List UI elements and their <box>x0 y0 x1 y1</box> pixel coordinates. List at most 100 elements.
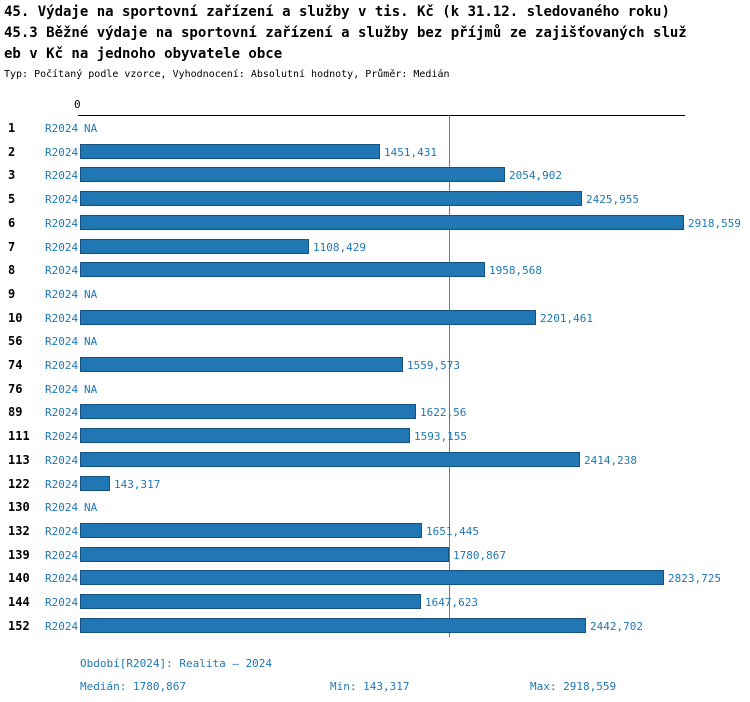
row-category-label: 130 <box>8 500 30 515</box>
chart-row: 122 R2024 143,317 <box>0 472 750 496</box>
bar-value-label: 1780,867 <box>453 548 506 562</box>
chart-row: 140 R2024 2823,725 <box>0 566 750 590</box>
row-series-label: R2024 <box>45 382 79 396</box>
row-series-label: R2024 <box>45 477 79 491</box>
bar-value-label: 2823,725 <box>668 572 721 586</box>
chart-row: 1 R2024 NA <box>0 116 750 140</box>
row-series-label: R2024 <box>45 524 79 538</box>
chart-row: 139 R2024 1780,867 <box>0 543 750 567</box>
x-axis-zero-tick: 0 <box>74 98 81 111</box>
footer-median-label: Medián: 1780,867 <box>80 680 186 693</box>
chart-row: 10 R2024 2201,461 <box>0 306 750 330</box>
bar-value-label: 1593,155 <box>414 430 467 444</box>
row-category-label: 76 <box>8 381 23 396</box>
bar <box>80 309 536 325</box>
bar <box>80 238 309 254</box>
chart-meta-line: Typ: Počítaný podle vzorce, Vyhodnocení:… <box>4 69 450 80</box>
row-category-label: 111 <box>8 429 30 444</box>
bar <box>80 404 416 420</box>
bar-value-label: 2425,955 <box>586 193 639 207</box>
row-na-label: NA <box>84 122 98 135</box>
bar <box>80 617 586 633</box>
bar-value-label: 143,317 <box>114 477 161 491</box>
bar <box>80 167 505 183</box>
row-series-label: R2024 <box>45 145 79 159</box>
bar-value-label: 2918,559 <box>688 216 741 230</box>
row-series-label: R2024 <box>45 453 79 467</box>
bar-value-label: 1108,429 <box>313 240 366 254</box>
row-category-label: 10 <box>8 310 23 325</box>
bar-value-label: 1451,431 <box>384 145 437 159</box>
row-category-label: 144 <box>8 595 30 609</box>
chart-row: 2 R2024 1451,431 <box>0 140 750 164</box>
row-series-label: R2024 <box>45 406 79 420</box>
row-series-label: R2024 <box>45 359 79 372</box>
bar <box>80 451 580 467</box>
row-series-label: R2024 <box>45 122 79 135</box>
chart-title-line3: eb v Kč na jednoho obyvatele obce <box>4 46 283 62</box>
median-reference-line <box>448 115 450 637</box>
row-category-label: 122 <box>8 476 30 491</box>
bar <box>80 191 582 207</box>
chart-row: 56 R2024 NA <box>0 329 750 353</box>
row-series-label: R2024 <box>45 501 79 515</box>
bar-value-label: 1958,568 <box>489 264 542 278</box>
bar <box>80 475 110 491</box>
row-na-label: NA <box>84 382 98 396</box>
row-category-label: 56 <box>8 334 23 349</box>
bar-value-label: 1651,445 <box>426 524 479 538</box>
row-category-label: 5 <box>8 192 16 207</box>
bar <box>80 594 421 609</box>
row-category-label: 140 <box>8 571 30 586</box>
row-series-label: R2024 <box>45 548 79 562</box>
row-category-label: 89 <box>8 405 23 420</box>
row-category-label: 139 <box>8 547 30 562</box>
row-series-label: R2024 <box>45 193 79 207</box>
bar-value-label: 1622,56 <box>420 406 467 420</box>
row-series-label: R2024 <box>45 311 79 325</box>
row-series-label: R2024 <box>45 169 79 183</box>
chart-row: 9 R2024 NA <box>0 282 750 306</box>
bar <box>80 570 664 586</box>
chart-row: 132 R2024 1651,445 <box>0 519 750 543</box>
row-category-label: 2 <box>8 144 16 159</box>
chart-row: 76 R2024 NA <box>0 377 750 401</box>
row-na-label: NA <box>84 335 98 349</box>
row-series-label: R2024 <box>45 619 79 633</box>
row-category-label: 113 <box>8 452 30 467</box>
chart-row: 7 R2024 1108,429 <box>0 235 750 259</box>
chart-row: 152 R2024 2442,702 <box>0 614 750 638</box>
chart-row: 111 R2024 1593,155 <box>0 424 750 448</box>
bar <box>80 143 380 159</box>
row-series-label: R2024 <box>45 335 79 349</box>
bar-value-label: 2442,702 <box>590 619 643 633</box>
bar-value-label: 1647,623 <box>425 596 478 609</box>
chart-row: 130 R2024 NA <box>0 495 750 519</box>
bar <box>80 428 410 444</box>
row-category-label: 6 <box>8 215 16 230</box>
row-series-label: R2024 <box>45 430 79 444</box>
chart-title-line1: 45. Výdaje na sportovní zařízení a služb… <box>4 4 670 20</box>
row-series-label: R2024 <box>45 596 79 609</box>
bar <box>80 214 684 230</box>
bar-value-label: 2201,461 <box>540 311 593 325</box>
row-na-label: NA <box>84 287 98 301</box>
row-category-label: 3 <box>8 168 16 183</box>
chart-title-line2: 45.3 Běžné výdaje na sportovní zařízení … <box>4 25 687 41</box>
chart-row: 3 R2024 2054,902 <box>0 163 750 187</box>
row-category-label: 152 <box>8 618 30 633</box>
bar-value-label: 2414,238 <box>584 453 637 467</box>
bar <box>80 546 449 562</box>
chart-row: 5 R2024 2425,955 <box>0 187 750 211</box>
row-na-label: NA <box>84 501 98 515</box>
chart-row: 89 R2024 1622,56 <box>0 400 750 424</box>
footer-period-label: Období[R2024]: Realita – 2024 <box>80 657 273 670</box>
row-category-label: 8 <box>8 263 16 278</box>
row-category-label: 74 <box>8 358 23 372</box>
row-category-label: 132 <box>8 523 30 538</box>
chart-row: 74 R2024 1559,573 <box>0 353 750 377</box>
row-series-label: R2024 <box>45 264 79 278</box>
row-category-label: 9 <box>8 286 16 301</box>
bar <box>80 522 422 538</box>
